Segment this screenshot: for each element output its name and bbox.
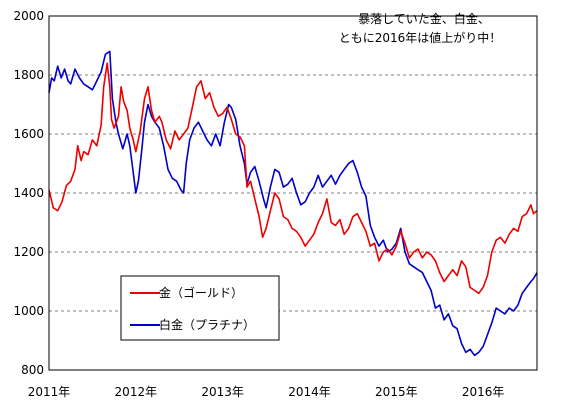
annotation-line-1: 暴落していた金、白金、	[358, 11, 490, 26]
legend: 金（ゴールド） 白金（プラチナ）	[120, 275, 280, 341]
y-tick-label: 1000	[13, 304, 44, 318]
y-tick-label: 1600	[13, 127, 44, 141]
y-tick-label: 1800	[13, 68, 44, 82]
x-tick-label: 2011年	[28, 385, 71, 399]
series-line-platinum	[48, 50, 538, 357]
y-tick-label: 1400	[13, 186, 44, 200]
y-axis-tick-labels: 2000 1800 1600 1400 1200 1000 800	[13, 9, 44, 377]
x-tick-label: 2012年	[115, 385, 158, 399]
y-tick-label: 2000	[13, 9, 44, 23]
legend-label-gold: 金（ゴールド）	[159, 285, 243, 300]
x-tick-label: 2015年	[375, 385, 418, 399]
annotation-line-2: ともに2016年は値上がり中！	[339, 30, 502, 45]
legend-label-platinum: 白金（プラチナ）	[159, 317, 255, 332]
plot-frame	[48, 15, 538, 371]
legend-box	[120, 275, 280, 341]
x-tick-label: 2014年	[288, 385, 331, 399]
series-lines	[48, 50, 538, 357]
x-axis-tick-labels: 2011年 2012年 2013年 2014年 2015年 2016年	[28, 385, 505, 399]
y-tick-label: 1200	[13, 245, 44, 259]
x-tick-label: 2016年	[462, 385, 505, 399]
chart-annotation: 暴落していた金、白金、 ともに2016年は値上がり中！	[339, 11, 502, 45]
y-tick-label: 800	[21, 363, 44, 377]
x-tick-label: 2013年	[201, 385, 244, 399]
series-line-gold	[48, 62, 538, 295]
